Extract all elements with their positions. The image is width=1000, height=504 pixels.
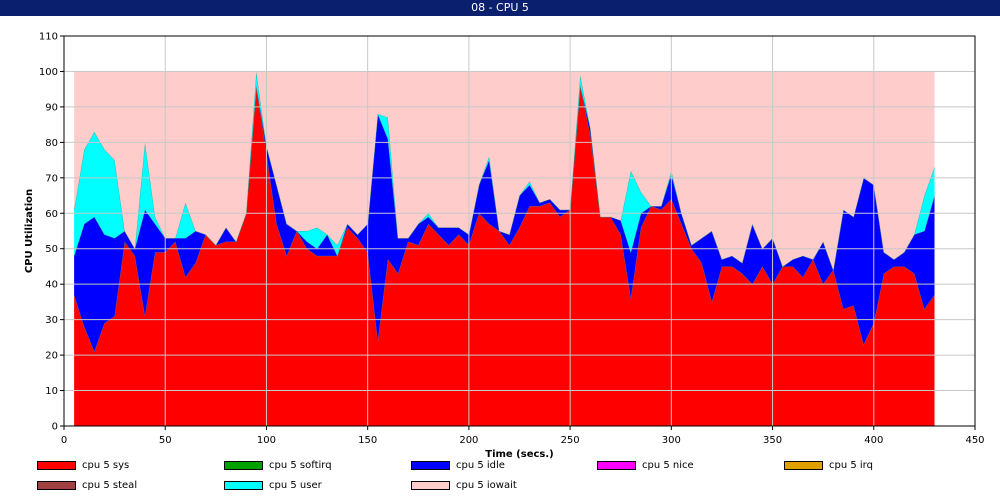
legend-label: cpu 5 steal [82,479,138,491]
y-tick-label-10: 100 [39,67,58,78]
legend-swatch [784,460,823,470]
x-tick-label-2: 100 [257,435,276,446]
x-tick-label-5: 250 [561,435,580,446]
tick-labels: 0 10 20 30 40 50 60 70 80 90 100 110 0 50 100 150 200 250… [39,32,985,447]
legend-item-5: cpu 5 steal [37,478,137,492]
x-tick-label-4: 200 [459,435,478,446]
y-tick-label-5: 50 [45,244,58,255]
legend-item-6: cpu 5 user [224,478,322,492]
area-series-7 [74,71,935,270]
legend-item-0: cpu 5 sys [37,458,129,472]
legend-swatch [597,460,636,470]
x-tick-label-7: 350 [763,435,782,446]
stacked-areas [73,70,935,426]
legend-item-3: cpu 5 nice [597,458,694,472]
window-title: 08 - CPU 5 [0,0,1000,16]
legend-label: cpu 5 nice [642,459,694,471]
legend-swatch [37,460,76,470]
legend-item-4: cpu 5 irq [784,458,873,472]
y-tick-label-1: 10 [45,386,58,397]
axes [60,35,976,430]
legend-label: cpu 5 idle [456,459,505,471]
legend-label: cpu 5 iowait [456,479,517,491]
legend-item-2: cpu 5 idle [411,458,505,472]
legend-label: cpu 5 irq [829,459,873,471]
cpu-utilization-chart: 0 10 20 30 40 50 60 70 80 90 100 110 0 50 100 150 200 250… [24,32,985,461]
legend-label: cpu 5 softirq [269,459,332,471]
legend-swatch [224,460,263,470]
legend-swatch [37,480,76,490]
x-tick-label-9: 450 [965,435,984,446]
area-series-0 [74,85,935,426]
x-tick-label-0: 0 [61,435,67,446]
x-axis-label: Time (secs.) [485,449,554,460]
y-tick-label-9: 90 [45,102,58,113]
legend-swatch [224,480,263,490]
legend-label: cpu 5 sys [82,459,130,471]
y-tick-label-2: 20 [45,351,58,362]
y-tick-label-8: 80 [45,138,58,149]
legend-item-7: cpu 5 iowait [411,478,517,492]
y-tick-label-3: 30 [45,315,58,326]
x-tick-label-6: 300 [662,435,681,446]
x-tick-label-8: 400 [864,435,883,446]
plot-frame [63,35,976,427]
y-tick-label-0: 0 [52,422,58,433]
y-axis-label: CPU Utilization [24,189,35,273]
legend-swatch [411,460,450,470]
y-tick-label-6: 60 [45,209,58,220]
y-tick-label-4: 40 [45,280,58,291]
legend-swatch [411,480,450,490]
legend-label: cpu 5 user [269,479,322,491]
x-tick-label-3: 150 [358,435,377,446]
y-tick-label-11: 110 [39,32,58,43]
legend-item-1: cpu 5 softirq [224,458,332,472]
y-tick-label-7: 70 [45,173,58,184]
x-tick-label-1: 50 [159,435,172,446]
